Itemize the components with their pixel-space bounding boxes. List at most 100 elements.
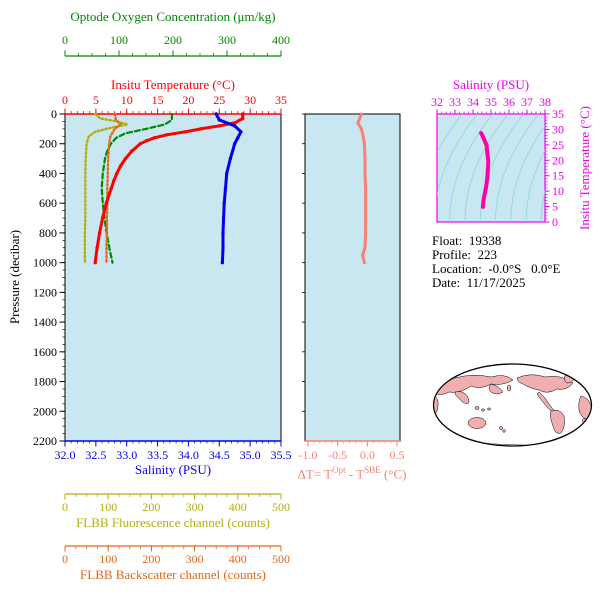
salinity-marker — [221, 246, 225, 250]
ts-temperature-axis-title: Insitu Temperature (°C) — [577, 106, 592, 230]
temperature-marker — [241, 116, 245, 121]
delta-t-tick-label: -1.0 — [298, 448, 317, 462]
salinity-marker — [233, 124, 237, 128]
backscatter-tick-label: 300 — [186, 552, 204, 566]
ts-temperature-tick-label: 20 — [552, 153, 564, 167]
contour-line — [464, 114, 509, 222]
delta-t-marker — [363, 157, 367, 161]
temperature-marker — [144, 139, 149, 143]
temperature-marker — [138, 142, 142, 146]
salinity-tick-label: 32.0 — [55, 448, 76, 462]
salinity-marker — [221, 231, 225, 235]
temperature-marker — [95, 246, 99, 250]
backscatter-tick-label: 500 — [272, 552, 290, 566]
pressure-tick-label: 1600 — [33, 345, 57, 359]
ts-temperature-tick-label: 35 — [552, 107, 564, 121]
ts-temperature-tick-label: 30 — [552, 122, 564, 136]
temperature-marker — [93, 260, 97, 265]
pressure-tick-label: 1000 — [33, 256, 57, 270]
oxygen-tick-label: 0 — [62, 33, 68, 47]
landmass — [499, 426, 503, 430]
contour-line — [525, 149, 545, 222]
salinity-marker — [239, 130, 243, 134]
temperature-marker — [109, 186, 113, 191]
ts-salinity-axis-title: Salinity (PSU) — [452, 77, 530, 92]
salinity-marker — [220, 260, 225, 265]
delta-t-marker — [358, 116, 362, 120]
temperature-marker — [183, 130, 188, 134]
ts-salinity-tick-label: 32 — [431, 95, 443, 109]
ts-salinity-tick-label: 38 — [539, 95, 551, 109]
salinity-marker — [224, 171, 229, 176]
landmass — [502, 429, 506, 433]
temperature-marker — [112, 179, 116, 183]
landmass — [481, 408, 485, 412]
backscatter-axis-title: FLBB Backscatter channel (counts) — [80, 567, 266, 582]
temperature-marker — [241, 112, 245, 116]
oxygen-tick-label: 200 — [164, 33, 182, 47]
landmass — [487, 407, 491, 411]
delta-t-marker — [364, 231, 368, 235]
oxygen-axis: 0 100 200 300 400 — [62, 33, 290, 57]
salinity-tick-label: 35.5 — [271, 448, 292, 462]
map-outline — [432, 363, 593, 447]
delta-t-title-prefix: ΔT= T — [297, 466, 333, 482]
salinity-tick-label: 33.5 — [147, 448, 168, 462]
pressure-tick-label: 800 — [39, 226, 57, 240]
landmass — [454, 391, 470, 405]
landmass — [516, 374, 574, 393]
temperature-marker — [217, 124, 221, 128]
backscatter-series — [105, 112, 122, 264]
temperature-marker — [100, 216, 105, 220]
temperature-axis-title: Insitu Temperature (°C) — [111, 77, 235, 92]
pressure-axis: 0 200 400 600 800 1000 1200 1400 1600 1800 2000 220… — [33, 107, 65, 448]
temperature-marker — [152, 136, 157, 140]
date-text: Date: 11/17/2025 — [432, 275, 526, 290]
backscatter-tick-label: 100 — [99, 552, 117, 566]
salinity-marker — [221, 216, 226, 220]
salinity-tick-label: 33.0 — [116, 448, 137, 462]
salinity-marker — [217, 118, 221, 122]
ts-salinity-tick-label: 34 — [467, 95, 479, 109]
delta-t-tick-label: 0.0 — [360, 448, 375, 462]
profile-number-text: Profile: 223 — [432, 247, 497, 262]
delta-t-plot: -1.0 -0.5 0.0 0.5 — [298, 112, 405, 462]
oxygen-series — [100, 112, 173, 264]
world-map — [432, 363, 593, 447]
oxygen-tick-label: 100 — [110, 33, 128, 47]
delta-t-marker — [359, 112, 363, 116]
ts-salinity-tick-label: 37 — [521, 95, 533, 109]
temperature-tick-label: 10 — [121, 93, 133, 107]
temperature-marker — [233, 121, 237, 125]
contour-line — [437, 114, 463, 154]
fluorescence-tick-label: 300 — [186, 500, 204, 514]
delta-t-tick-label: 0.5 — [390, 448, 405, 462]
location-text: Location: -0.0°S 0.0°E — [432, 261, 561, 276]
landmass — [474, 406, 480, 410]
main-plot: 0200400600800100012001400160018002000220… — [33, 33, 292, 566]
delta-t-marker — [361, 253, 365, 257]
salinity-marker — [223, 186, 228, 191]
delta-t-marker — [362, 142, 366, 146]
fluorescence-tick-label: 400 — [229, 500, 247, 514]
temperature-marker — [115, 171, 119, 176]
delta-t-title-mid: - T — [345, 466, 365, 482]
delta-t-marker — [364, 186, 368, 190]
delta-t-plot-area — [304, 113, 401, 442]
fluorescence-tick-label: 500 — [272, 500, 290, 514]
landmass — [550, 409, 565, 434]
ts-salinity-tick-label: 35 — [485, 95, 497, 109]
temperature-tick-label: 25 — [213, 93, 225, 107]
delta-t-title-sup-opt: Opt — [332, 465, 346, 475]
temperature-axis: 0 5 10 15 20 25 30 35 — [62, 93, 287, 114]
delta-t-axis-title: ΔT= TOpt - TSBE (°C) — [298, 463, 407, 481]
salinity-tick-label: 35.0 — [240, 448, 261, 462]
temperature-tick-label: 15 — [152, 93, 164, 107]
contour-line — [541, 189, 545, 222]
ts-salinity-tick-label: 33 — [449, 95, 461, 109]
fluorescence-tick-label: 200 — [142, 500, 160, 514]
landmass — [506, 384, 512, 392]
contour-line — [437, 114, 478, 198]
delta-t-marker — [363, 171, 367, 175]
